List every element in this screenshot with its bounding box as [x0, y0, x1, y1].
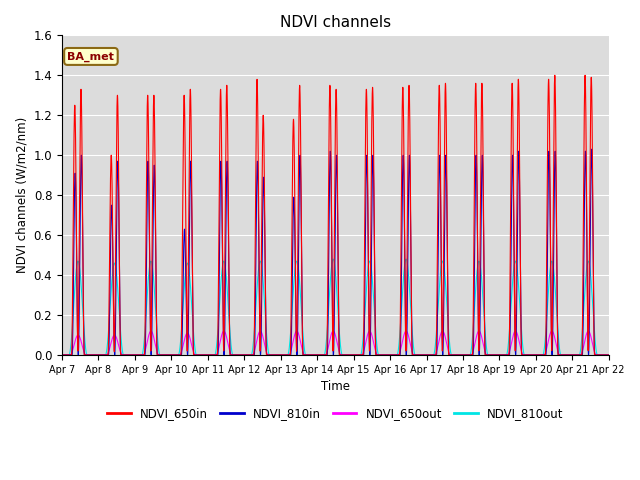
NDVI_810in	[603, 352, 611, 358]
NDVI_810in	[588, 146, 595, 152]
NDVI_810out	[488, 352, 496, 358]
NDVI_650in	[411, 352, 419, 358]
NDVI_650out	[411, 352, 419, 358]
NDVI_650out	[603, 352, 611, 358]
NDVI_650out	[263, 350, 271, 356]
NDVI_650in	[170, 352, 177, 358]
Line: NDVI_650out: NDVI_650out	[62, 331, 609, 355]
Title: NDVI channels: NDVI channels	[280, 15, 391, 30]
NDVI_810out	[175, 351, 183, 357]
NDVI_810in	[58, 352, 66, 358]
NDVI_650out	[488, 352, 496, 358]
NDVI_810out	[170, 352, 177, 358]
NDVI_810in	[488, 352, 496, 358]
NDVI_650in	[58, 352, 66, 358]
NDVI_810in	[263, 352, 271, 358]
NDVI_650in	[175, 352, 183, 358]
NDVI_810out	[605, 352, 612, 358]
NDVI_650in	[263, 352, 271, 358]
NDVI_810in	[170, 352, 177, 358]
Line: NDVI_650in: NDVI_650in	[62, 75, 609, 355]
NDVI_650out	[58, 352, 66, 358]
NDVI_650out	[170, 352, 177, 358]
NDVI_650out	[584, 328, 592, 334]
NDVI_650in	[605, 352, 612, 358]
NDVI_650in	[603, 352, 611, 358]
NDVI_810in	[411, 352, 419, 358]
Legend: NDVI_650in, NDVI_810in, NDVI_650out, NDVI_810out: NDVI_650in, NDVI_810in, NDVI_650out, NDV…	[102, 402, 568, 425]
NDVI_650out	[605, 352, 612, 358]
Line: NDVI_810in: NDVI_810in	[62, 149, 609, 355]
NDVI_650out	[175, 352, 183, 358]
NDVI_810in	[605, 352, 612, 358]
NDVI_810out	[411, 352, 419, 358]
NDVI_810out	[402, 256, 410, 262]
Y-axis label: NDVI channels (W/m2/nm): NDVI channels (W/m2/nm)	[15, 117, 28, 273]
NDVI_650in	[488, 352, 496, 358]
NDVI_810out	[263, 333, 271, 338]
Line: NDVI_810out: NDVI_810out	[62, 259, 609, 355]
Text: BA_met: BA_met	[67, 51, 115, 61]
NDVI_810out	[603, 352, 611, 358]
NDVI_650in	[581, 72, 589, 78]
NDVI_810in	[175, 352, 183, 358]
X-axis label: Time: Time	[321, 380, 350, 393]
NDVI_810out	[58, 352, 66, 358]
